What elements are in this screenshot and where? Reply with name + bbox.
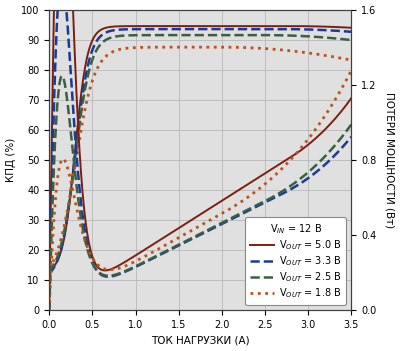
Y-axis label: ПОТЕРИ МОЩНОСТИ (Вт): ПОТЕРИ МОЩНОСТИ (Вт) (384, 92, 394, 228)
Legend: V$_{OUT}$ = 5.0 В, V$_{OUT}$ = 3.3 В, V$_{OUT}$ = 2.5 В, V$_{OUT}$ = 1.8 В: V$_{OUT}$ = 5.0 В, V$_{OUT}$ = 3.3 В, V$… (245, 217, 346, 305)
Y-axis label: КПД (%): КПД (%) (6, 138, 16, 182)
X-axis label: ТОК НАГРУЗКИ (А): ТОК НАГРУЗКИ (А) (151, 336, 250, 345)
